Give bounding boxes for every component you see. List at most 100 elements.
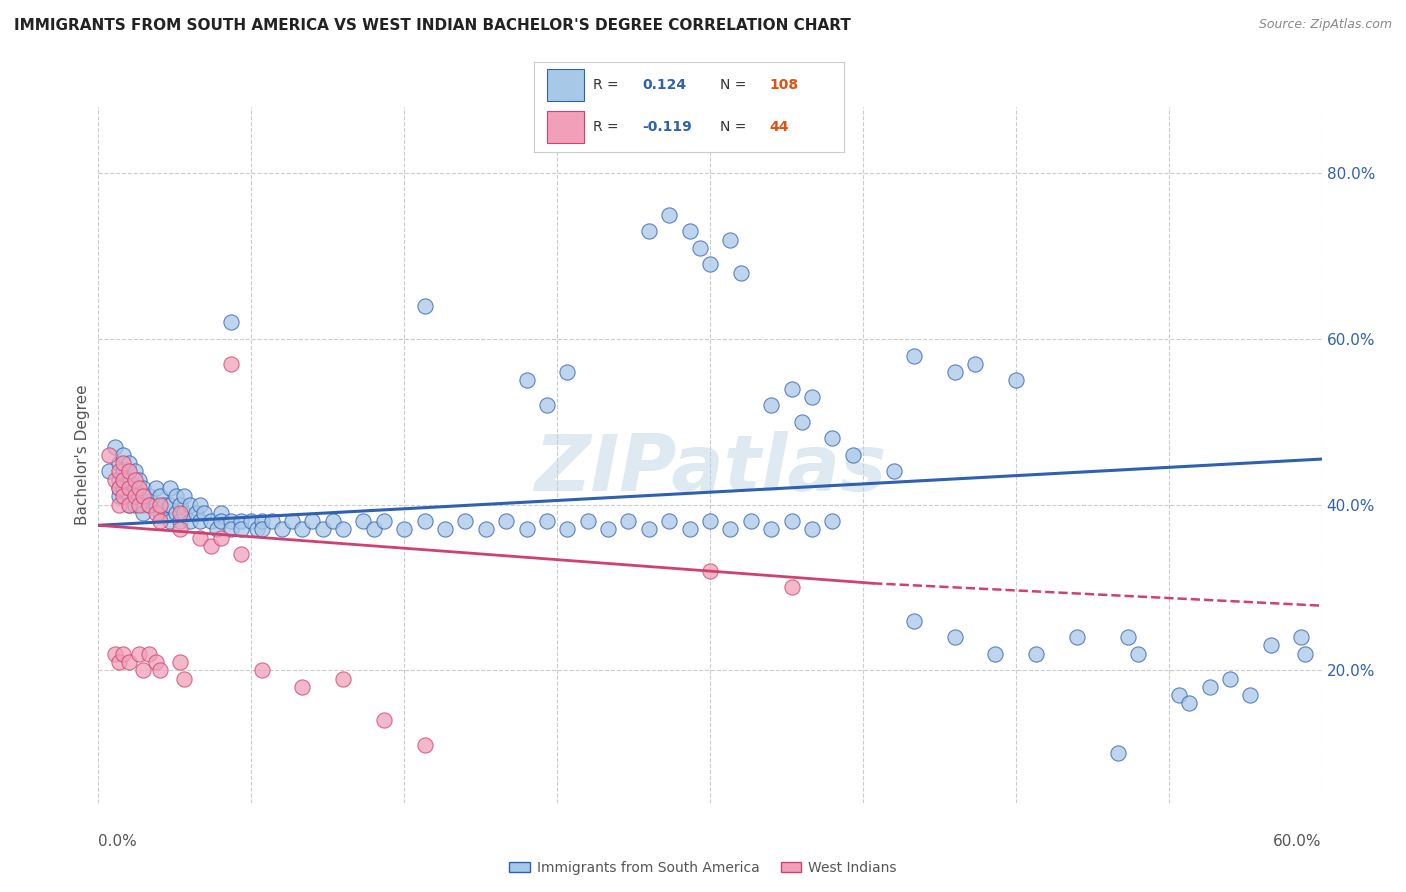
Point [841,448,863,462]
Point [188,514,212,528]
Point [1239,688,1261,702]
Point [536,514,558,528]
Point [132,489,155,503]
Point [118,489,141,503]
Point [108,489,131,503]
Point [108,655,131,669]
Point [598,523,620,537]
Point [104,647,127,661]
Point [638,224,661,238]
Point [169,523,191,537]
Point [169,506,191,520]
Point [312,523,335,537]
Point [720,523,742,537]
Point [720,233,742,247]
Text: N =: N = [720,120,747,134]
Point [179,514,201,528]
Point [169,498,191,512]
Point [740,514,762,528]
Point [516,373,538,387]
Y-axis label: Bachelor's Degree: Bachelor's Degree [75,384,90,525]
Point [188,531,212,545]
Text: ZIPatlas: ZIPatlas [534,431,886,507]
Point [124,498,146,512]
Point [159,498,181,512]
Text: 0.124: 0.124 [643,78,686,92]
Point [780,581,803,595]
Point [128,489,150,503]
Point [240,514,263,528]
Point [193,506,215,520]
Point [1116,630,1139,644]
Text: IMMIGRANTS FROM SOUTH AMERICA VS WEST INDIAN BACHELOR'S DEGREE CORRELATION CHART: IMMIGRANTS FROM SOUTH AMERICA VS WEST IN… [14,18,851,33]
Point [128,473,150,487]
Point [281,514,304,528]
Point [145,655,167,669]
Point [219,523,242,537]
Point [173,672,195,686]
Point [699,514,721,528]
Point [231,523,253,537]
Point [209,506,232,520]
Point [108,481,131,495]
Point [111,647,134,661]
Point [780,382,803,396]
Point [780,514,803,528]
Point [801,390,824,404]
Point [145,506,167,520]
Point [943,630,966,644]
Bar [547,69,583,101]
Point [392,523,416,537]
Point [679,224,702,238]
Point [434,523,457,537]
Point [159,514,181,528]
Point [270,523,294,537]
Text: Source: ZipAtlas.com: Source: ZipAtlas.com [1258,18,1392,31]
Point [132,481,155,495]
Point [250,523,273,537]
Point [128,647,150,661]
Point [118,498,141,512]
Text: 108: 108 [769,78,799,92]
Point [118,473,141,487]
Point [638,523,661,537]
Point [821,514,844,528]
Point [124,465,146,479]
Point [149,498,172,512]
Point [1219,672,1241,686]
Point [291,680,314,694]
Point [679,523,702,537]
Point [943,365,966,379]
Point [883,465,905,479]
Point [965,357,987,371]
Point [1025,647,1047,661]
Point [250,514,273,528]
Point [145,498,167,512]
Point [730,266,752,280]
Point [108,473,131,487]
Legend: Immigrants from South America, West Indians: Immigrants from South America, West Indi… [503,855,903,880]
Text: N =: N = [720,78,747,92]
Point [132,663,155,677]
Point [219,315,242,329]
Point [903,614,925,628]
Point [165,506,187,520]
Point [138,647,160,661]
Point [219,514,242,528]
Point [152,498,174,512]
Point [124,489,146,503]
Point [352,514,374,528]
Point [97,448,120,462]
Point [149,514,172,528]
Point [111,489,134,503]
Point [104,473,127,487]
Point [173,489,195,503]
Point [132,506,155,520]
Point [413,299,436,313]
Point [138,498,160,512]
Point [516,523,538,537]
Text: -0.119: -0.119 [643,120,692,134]
Point [165,489,187,503]
Point [209,531,232,545]
Point [118,498,141,512]
